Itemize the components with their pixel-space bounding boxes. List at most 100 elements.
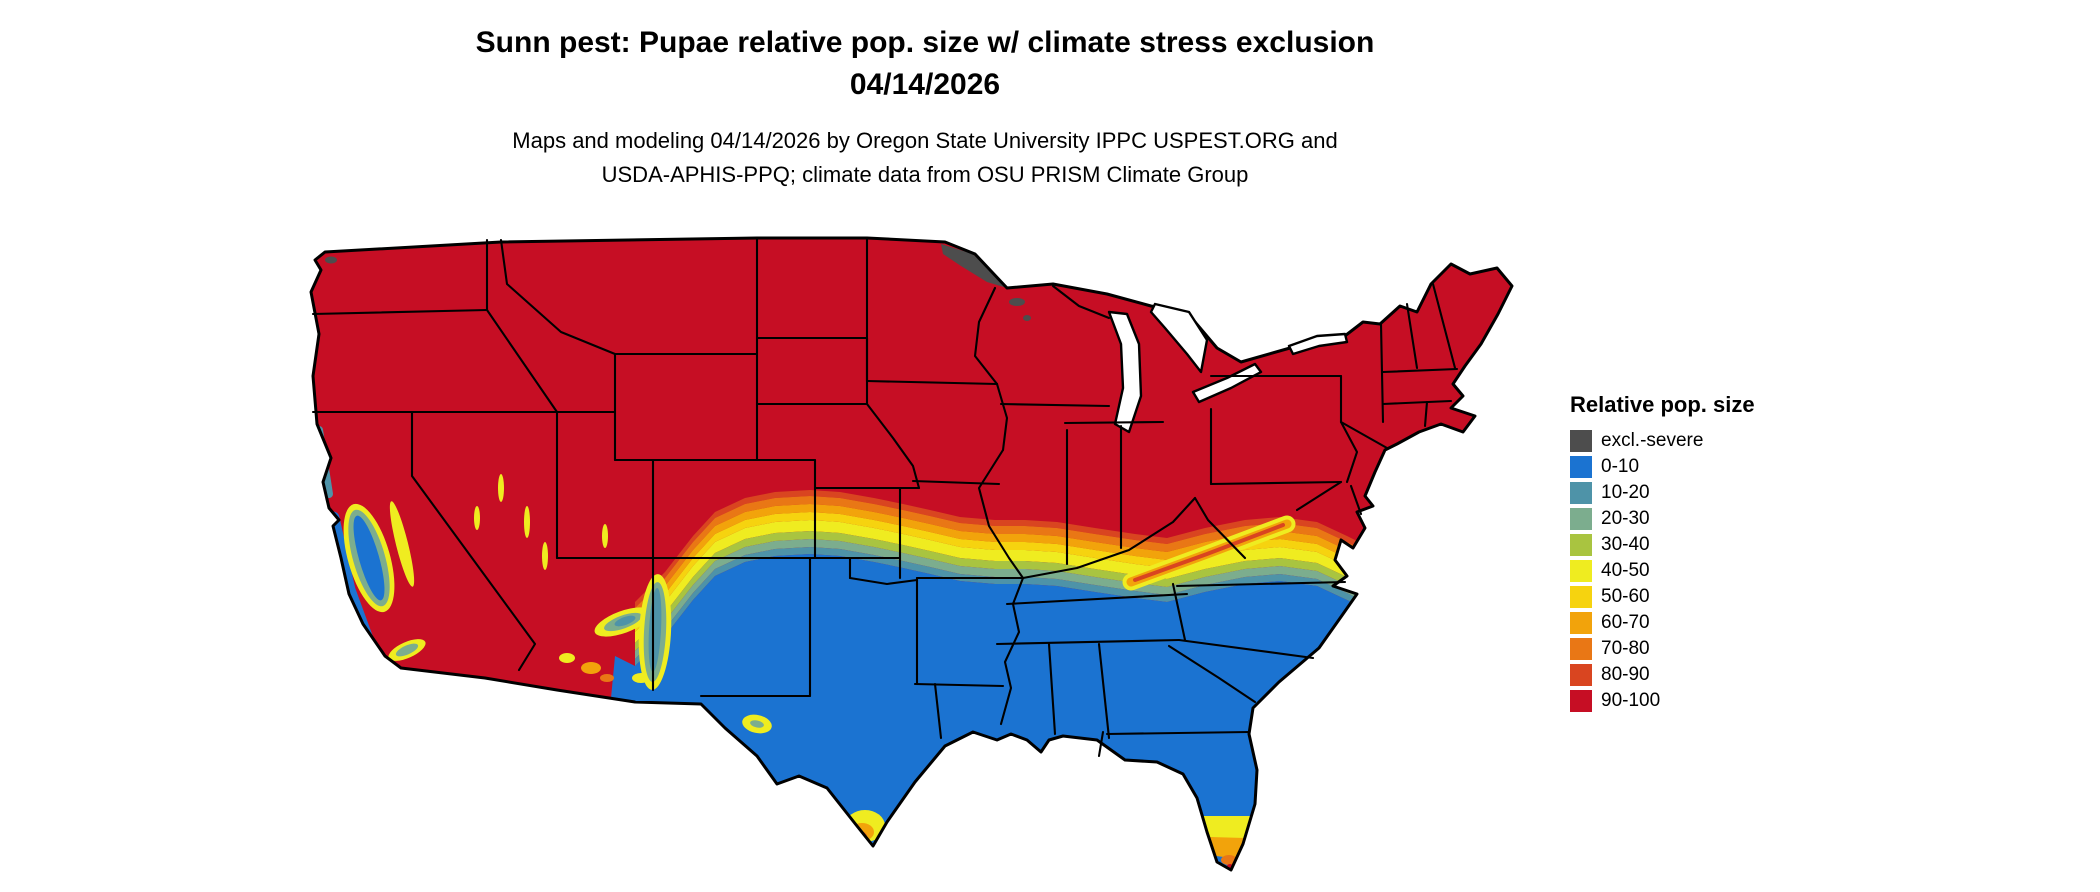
- legend-label: 80-90: [1601, 664, 1650, 685]
- legend-swatch: [1570, 664, 1592, 686]
- state-border-line: [865, 402, 921, 490]
- state-border-line: [1423, 400, 1429, 428]
- legend-row: 70-80: [1570, 636, 1755, 662]
- map-subtitle-line2: USDA-APHIS-PPQ; climate data from OSU PR…: [601, 162, 1249, 187]
- legend-label: 30-40: [1601, 534, 1650, 555]
- legend-swatch: [1570, 690, 1592, 712]
- state-border-line: [1381, 367, 1459, 374]
- legend-label: 60-70: [1601, 612, 1650, 633]
- map-title: Sunn pest: Pupae relative pop. size w/ c…: [0, 22, 1850, 106]
- state-border-line: [1381, 399, 1453, 406]
- legend-label: 70-80: [1601, 638, 1650, 659]
- legend-swatch: [1570, 560, 1592, 582]
- region-appalachian-streak: [1133, 523, 1285, 582]
- state-border-line: [1005, 592, 1189, 606]
- state-border-line: [1431, 282, 1457, 370]
- state-border-line: [1063, 420, 1165, 425]
- legend-row: 0-10: [1570, 454, 1755, 480]
- region-central-valley: [353, 515, 385, 601]
- state-border-line: [499, 238, 617, 356]
- state-border-line: [973, 286, 999, 386]
- legend-label: 50-60: [1601, 586, 1650, 607]
- state-border-line: [1097, 642, 1111, 740]
- great-lakes: [1107, 302, 1349, 434]
- legend-swatch: [1570, 586, 1592, 608]
- state-border-line: [1193, 496, 1247, 560]
- legend-row: 80-90: [1570, 662, 1755, 688]
- legend-swatch: [1570, 430, 1592, 452]
- legend-label: 20-30: [1601, 508, 1650, 529]
- region-az-patch: [559, 653, 575, 663]
- legend-row: excl.-severe: [1570, 428, 1755, 454]
- legend-row: 50-60: [1570, 584, 1755, 610]
- legend: Relative pop. size excl.-severe 0-10 10-20…: [1570, 392, 1755, 714]
- legend-swatch: [1570, 508, 1592, 530]
- legend-row: 20-30: [1570, 506, 1755, 532]
- legend-swatch: [1570, 612, 1592, 634]
- region-nm-mountains: [648, 588, 662, 672]
- region-az-patch: [600, 674, 614, 682]
- map-subtitle: Maps and modeling 04/14/2026 by Oregon S…: [0, 124, 1850, 192]
- region-ut-range: [602, 524, 608, 548]
- legend-title: Relative pop. size: [1570, 392, 1755, 417]
- legend-swatch: [1570, 638, 1592, 660]
- state-border-line: [999, 576, 1025, 726]
- legend-row: 90-100: [1570, 688, 1755, 714]
- legend-label: 40-50: [1601, 560, 1650, 581]
- region-excluded-patch: [1023, 315, 1031, 321]
- region-nv-range: [542, 542, 548, 570]
- legend-swatch: [1570, 482, 1592, 504]
- legend-label: 90-100: [1601, 690, 1661, 711]
- region-excluded-patch: [325, 256, 337, 264]
- legend-label: excl.-severe: [1601, 430, 1704, 451]
- legend-row: 60-70: [1570, 610, 1755, 636]
- state-border-line: [933, 682, 943, 740]
- state-border-line: [995, 638, 1181, 646]
- state-border-line: [995, 382, 1009, 452]
- region-socal-ranges: [395, 643, 419, 657]
- legend-label: 10-20: [1601, 482, 1650, 503]
- state-border-line: [485, 308, 559, 414]
- state-border-line: [1105, 730, 1251, 736]
- state-border-line: [999, 402, 1111, 408]
- state-border-line: [1177, 638, 1315, 660]
- lake-michigan: [1107, 310, 1143, 434]
- lake-erie: [1191, 362, 1263, 404]
- state-border-line: [1051, 284, 1111, 320]
- state-border-line: [1405, 302, 1419, 370]
- state-border-line: [977, 448, 1025, 580]
- state-border-line: [848, 576, 919, 586]
- region-az-patch: [581, 662, 601, 674]
- us-outline: [309, 236, 1514, 872]
- region-excluded-patch: [1009, 298, 1025, 306]
- legend-label: 0-10: [1601, 456, 1640, 477]
- us-choropleth-map: [309, 236, 1514, 872]
- state-border-line: [865, 379, 999, 386]
- map-title-date: 04/14/2026: [849, 68, 1001, 101]
- region-south-texas: [854, 836, 862, 842]
- state-border-line: [1349, 484, 1363, 516]
- state-border-line: [311, 308, 489, 316]
- state-border-line: [1379, 322, 1385, 424]
- state-border-line: [1167, 644, 1257, 704]
- us-map-container: [305, 226, 1529, 888]
- state-borders: [311, 236, 1459, 758]
- map-title-line1: Sunn pest: Pupae relative pop. size w/ c…: [475, 26, 1375, 59]
- map-subtitle-line1: Maps and modeling 04/14/2026 by Oregon S…: [512, 128, 1338, 153]
- state-border-line: [1021, 496, 1197, 580]
- map-fill-layer: [311, 238, 1512, 870]
- state-border-line: [1047, 642, 1057, 736]
- state-border-line: [1209, 480, 1343, 486]
- lake-ontario: [1287, 332, 1349, 356]
- legend-row: 40-50: [1570, 558, 1755, 584]
- region-nv-range: [524, 506, 530, 538]
- legend-row: 30-40: [1570, 532, 1755, 558]
- region-sierra-fringe: [389, 501, 415, 587]
- state-border-line: [1339, 420, 1359, 484]
- state-border-line: [911, 479, 1001, 486]
- state-border-line: [1175, 580, 1347, 588]
- region-south-florida: [1210, 837, 1245, 859]
- region-excluded-minnesota: [941, 244, 1007, 288]
- legend-row: 10-20: [1570, 480, 1755, 506]
